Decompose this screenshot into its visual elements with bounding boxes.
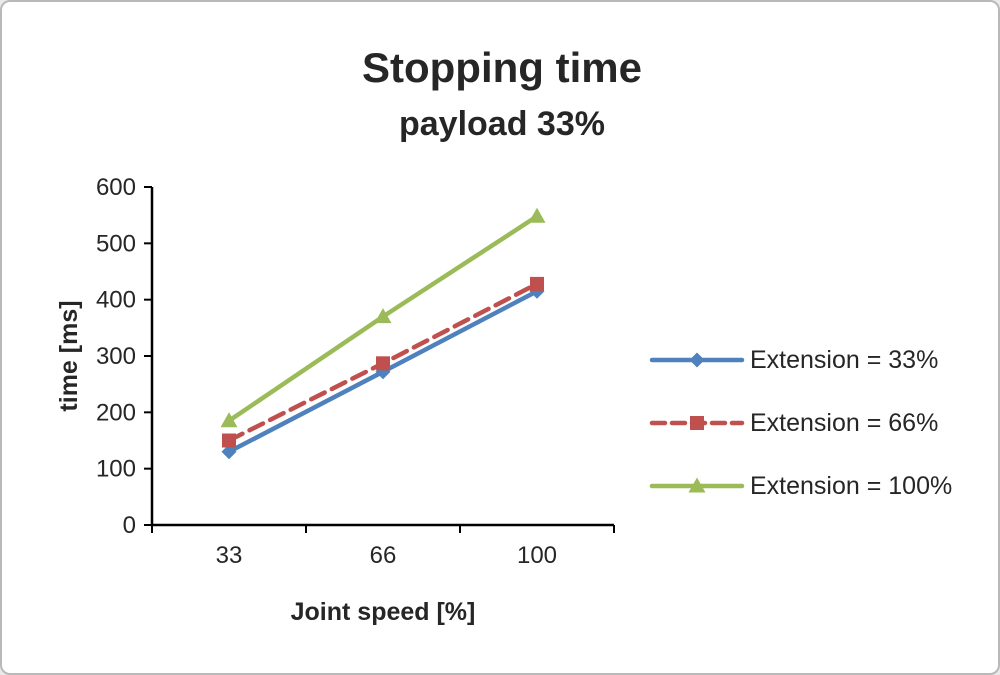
y-tick-label: 500 [96, 230, 136, 257]
y-tick-label: 100 [96, 456, 136, 483]
x-axis-title: Joint speed [%] [291, 598, 476, 626]
marker-triangle [220, 412, 238, 428]
marker-triangle [688, 477, 706, 493]
legend-label-extension-66: Extension = 66% [750, 409, 938, 437]
x-tick-label: 66 [370, 542, 397, 569]
series-2 [220, 207, 546, 428]
x-tick-label: 33 [216, 542, 243, 569]
marker-diamond [221, 444, 237, 460]
legend-sample-1 [649, 416, 745, 430]
series-0 [221, 283, 545, 460]
marker-square [222, 433, 236, 448]
x-tick-label: 100 [517, 542, 557, 569]
y-tick-label: 300 [96, 343, 136, 370]
legend-label-extension-33: Extension = 33% [750, 346, 938, 374]
y-tick-label: 0 [123, 512, 136, 539]
plot-area: 0 100 200 300 400 500 600 33 66 100 [96, 174, 615, 569]
axis-lines [150, 187, 614, 527]
chart-title: Stopping time [362, 44, 642, 91]
legend-samples [649, 352, 745, 493]
y-tick-label: 600 [96, 174, 136, 201]
legend-label-extension-100: Extension = 100% [750, 472, 952, 500]
marker-square [690, 416, 704, 430]
marker-square [530, 276, 544, 291]
chart-subtitle: payload 33% [399, 105, 605, 143]
marker-diamond [689, 352, 705, 368]
series-1 [222, 276, 544, 448]
marker-square [376, 356, 390, 371]
y-tick-label: 200 [96, 399, 136, 426]
marker-triangle [374, 308, 392, 324]
marker-triangle [528, 207, 546, 223]
y-tick-label: 400 [96, 287, 136, 314]
y-axis-title: time [ms] [55, 300, 83, 411]
legend: Extension = 33% Extension = 66% Extensio… [649, 346, 952, 500]
legend-sample-2 [649, 477, 745, 493]
legend-sample-0 [649, 352, 745, 368]
